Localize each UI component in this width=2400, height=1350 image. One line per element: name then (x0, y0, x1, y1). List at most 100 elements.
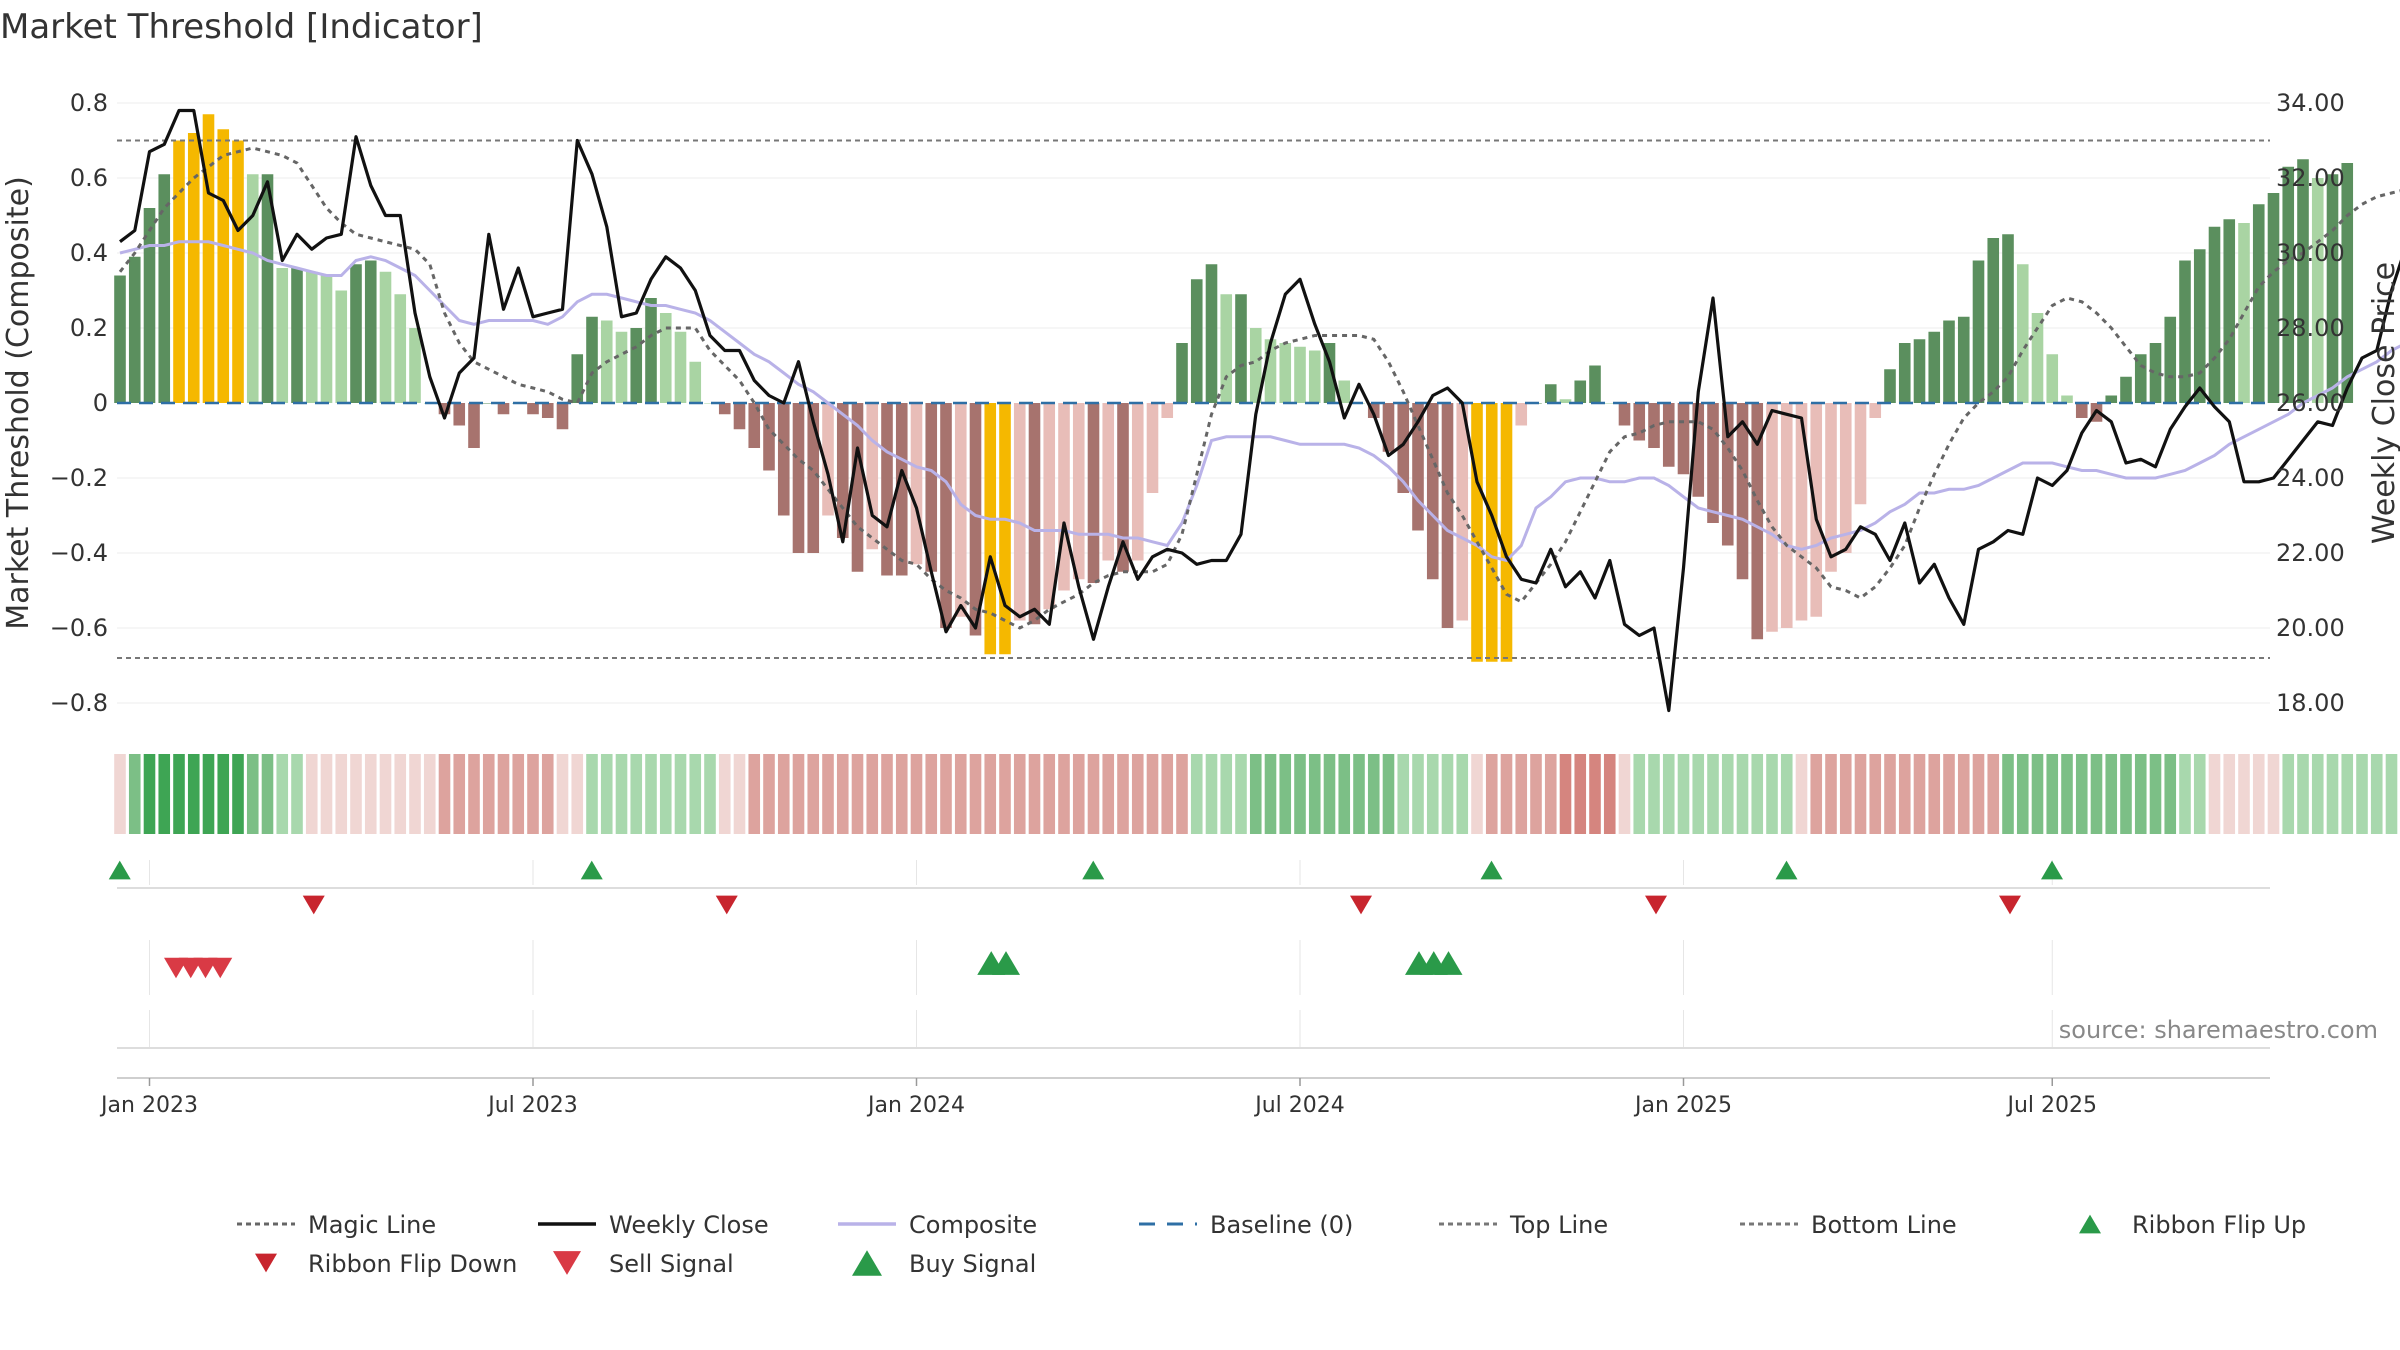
legend-label: Weekly Close (609, 1211, 769, 1239)
composite-bar (1190, 279, 1203, 403)
ribbon-cell (895, 754, 908, 834)
composite-bar (379, 271, 392, 403)
right-tick-label: 32.00 (2276, 164, 2345, 192)
weekly-close-line (119, 108, 2400, 713)
buy-signal-marker (992, 951, 1020, 975)
composite-bar (305, 271, 318, 403)
composite-bar (1087, 403, 1100, 583)
right-axis-title: Weekly Close Price (2367, 262, 2400, 544)
right-tick-label: 28.00 (2276, 314, 2345, 342)
ribbon-cell (1987, 754, 2000, 834)
composite-bar (1515, 403, 1528, 426)
composite-bar (748, 403, 761, 448)
ribbon-cell (438, 754, 451, 834)
ribbon-cell (2016, 754, 2029, 834)
composite-bar (1043, 403, 1056, 610)
ribbon-cell (1220, 754, 1233, 834)
ribbon-cell (1544, 754, 1557, 834)
ribbon-cell (1235, 754, 1247, 834)
ribbon-cell (674, 754, 687, 834)
ribbon-cell (2120, 754, 2132, 834)
composite-bar (969, 403, 982, 636)
ribbon-cell (2061, 754, 2073, 834)
composite-bar (1058, 403, 1070, 591)
ribbon-cell (128, 754, 141, 834)
composite-bar (232, 140, 244, 403)
composite-bar (1589, 365, 1601, 403)
composite-bar (1751, 403, 1764, 640)
ribbon-cell (276, 754, 289, 834)
composite-bar (2002, 234, 2014, 403)
reference-lines (117, 139, 2270, 659)
left-tick-label: 0.6 (70, 164, 108, 192)
composite-bar (1426, 403, 1439, 580)
composite-bar (2341, 163, 2354, 403)
left-tick-label: 0.2 (70, 314, 108, 342)
composite-bar (1677, 403, 1690, 475)
composite-bar (1795, 403, 1808, 621)
ribbon-cell (1043, 754, 1056, 834)
ribbon-cell (1662, 754, 1675, 834)
composite-bar (291, 268, 303, 403)
ribbon-cell (777, 754, 790, 834)
composite-bar (246, 174, 259, 403)
x-tick-label: Jan 2023 (99, 1093, 198, 1118)
ribbon-cell (1559, 754, 1572, 834)
composite-bar (925, 403, 938, 572)
composite-bar (2105, 395, 2118, 403)
ribbon-flip-up-marker (580, 860, 603, 880)
legend-swatch (255, 1253, 277, 1273)
ribbon-cell (1131, 754, 1144, 834)
ribbon-cell (881, 754, 893, 834)
right-tick-label: 26.00 (2276, 389, 2345, 417)
ribbon-cell (335, 754, 348, 834)
right-tick-label: 22.00 (2276, 539, 2345, 567)
ribbon-cell (246, 754, 259, 834)
ribbon-cell (2002, 754, 2014, 834)
composite-bar (615, 331, 628, 403)
ribbon-cell (645, 754, 657, 834)
composite-bar (128, 256, 141, 403)
legend-label: Magic Line (308, 1211, 436, 1239)
composite-bar (1264, 339, 1277, 403)
composite-bar (1294, 346, 1306, 403)
composite-bar (1633, 403, 1646, 441)
ribbon-cell (173, 754, 185, 834)
composite-bar (1412, 403, 1424, 531)
source-label: source: sharemaestro.com (2059, 1016, 2378, 1044)
left-tick-label: −0.6 (50, 614, 108, 642)
ribbon-cell (2267, 754, 2280, 834)
ribbon-cell (2341, 754, 2354, 834)
x-tick-label: Jan 2025 (1633, 1093, 1732, 1118)
ribbon-cell (1426, 754, 1439, 834)
composite-bar (999, 403, 1011, 655)
composite-bar (409, 328, 421, 403)
ribbon-cell (1087, 754, 1100, 834)
ribbon-cell (969, 754, 982, 834)
ribbon-cell (1058, 754, 1070, 834)
left-tick-label: 0.4 (70, 239, 108, 267)
composite-bar (453, 403, 466, 426)
ribbon-cell (1707, 754, 1719, 834)
composite-bar (1780, 403, 1793, 628)
ribbon-cell (187, 754, 200, 834)
ribbon-cell (925, 754, 938, 834)
ribbon-cell (114, 754, 126, 834)
composite-bar (1839, 403, 1852, 553)
right-tick-label: 34.00 (2276, 89, 2345, 117)
ribbon-cell (1648, 754, 1660, 834)
composite-bar (2297, 159, 2309, 403)
ribbon-cell (1721, 754, 1734, 834)
ribbon-cell (468, 754, 480, 834)
ribbon-cell (763, 754, 775, 834)
left-axis-ticks: 0.8 0.6 0.4 0.2 0 −0.2 −0.4 −0.6 −0.8 (50, 89, 108, 717)
composite-bar (2267, 193, 2280, 403)
composite-bar (2179, 260, 2191, 403)
legend-item: Buy Signal (852, 1250, 1036, 1278)
composite-bar (1161, 403, 1174, 418)
composite-bar (114, 275, 126, 403)
composite-bar (1131, 403, 1144, 561)
ribbon-cell (453, 754, 466, 834)
ribbon-cell (364, 754, 377, 834)
ribbon-cell (1854, 754, 1867, 834)
